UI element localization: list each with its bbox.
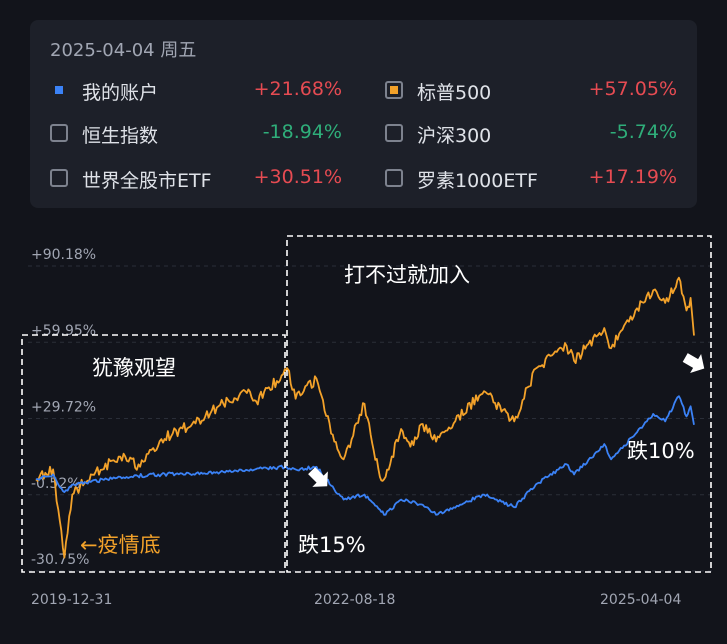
- join-in-box: [286, 235, 712, 573]
- series-layer: [35, 276, 695, 559]
- checkbox-unchecked-icon[interactable]: [50, 124, 68, 142]
- legend-panel: 2025-04-04 周五 我的账户 +21.68% 标普500 +57.05%…: [30, 20, 697, 208]
- legend-date: 2025-04-04 周五: [50, 40, 197, 61]
- series-line-my-account: [35, 395, 695, 516]
- legend-item-value: +57.05%: [588, 78, 677, 100]
- legend-item-my-account[interactable]: 我的账户 +21.68%: [50, 76, 342, 106]
- legend-item-value: -5.74%: [609, 121, 677, 143]
- legend-item-label: 沪深300: [417, 125, 492, 147]
- checkbox-unchecked-icon[interactable]: [385, 169, 403, 187]
- grid: [28, 265, 715, 572]
- series-marker-icon: [55, 86, 63, 94]
- annotation-drop-15: 跌15%: [298, 533, 366, 557]
- legend-item-csi300[interactable]: 沪深300 -5.74%: [385, 119, 677, 149]
- legend-item-label: 恒生指数: [82, 125, 159, 147]
- hesitation-box: [21, 334, 286, 573]
- arrows: [308, 353, 705, 487]
- legend-item-sp500[interactable]: 标普500 +57.05%: [385, 76, 677, 106]
- y-tick-label: +90.18%: [31, 247, 96, 263]
- legend-item-value: -18.94%: [262, 121, 342, 143]
- x-tick-label: 2019-12-31: [31, 592, 112, 608]
- legend-item-label: 我的账户: [82, 82, 159, 104]
- legend-item-label: 罗素1000ETF: [417, 170, 538, 192]
- x-tick-label: 2025-04-04: [600, 592, 681, 608]
- legend-item-value: +17.19%: [588, 166, 677, 188]
- arrow-icon: [682, 353, 705, 374]
- checkbox-unchecked-icon[interactable]: [50, 169, 68, 187]
- x-tick-label: 2022-08-18: [314, 592, 395, 608]
- legend-item-label: 标普500: [417, 82, 492, 104]
- legend-item-value: +30.51%: [253, 166, 342, 188]
- arrow-icon: [308, 467, 328, 487]
- x-axis: 2019-12-31 2022-08-18 2025-04-04: [31, 592, 681, 608]
- annotations: 犹豫观望 打不过就加入 ←疫情底 跌15% 跌10%: [80, 263, 695, 557]
- annotation-boxes: [21, 235, 712, 573]
- y-tick-label: +29.72%: [31, 399, 96, 415]
- y-tick-label: -30.75%: [31, 552, 89, 568]
- legend-item-world-etf[interactable]: 世界全股市ETF +30.51%: [50, 164, 342, 194]
- legend-item-russell-etf[interactable]: 罗素1000ETF +17.19%: [385, 164, 677, 194]
- legend-item-hang-seng[interactable]: 恒生指数 -18.94%: [50, 119, 342, 149]
- annotation-pandemic-bottom: ←疫情底: [80, 533, 161, 557]
- checkbox-unchecked-icon[interactable]: [385, 124, 403, 142]
- y-axis: +90.18%+59.95%+29.72%-0.52%-30.75%: [31, 247, 96, 568]
- annotation-hesitate: 犹豫观望: [92, 356, 176, 380]
- legend-item-label: 世界全股市ETF: [82, 170, 212, 192]
- checkbox-checked-icon[interactable]: [385, 81, 403, 99]
- annotation-join: 打不过就加入: [344, 263, 470, 287]
- performance-chart[interactable]: +90.18%+59.95%+29.72%-0.52%-30.75% 2019-…: [0, 220, 727, 644]
- y-tick-label: +59.95%: [31, 323, 96, 339]
- annotation-drop-10: 跌10%: [627, 439, 695, 463]
- series-line-sp500: [35, 276, 695, 559]
- legend-item-value: +21.68%: [253, 78, 342, 100]
